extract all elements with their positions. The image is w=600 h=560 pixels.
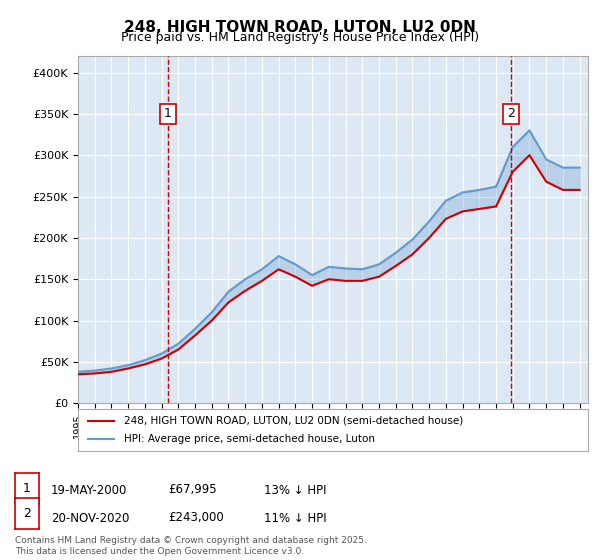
Text: 2: 2 — [507, 108, 515, 120]
Text: Price paid vs. HM Land Registry's House Price Index (HPI): Price paid vs. HM Land Registry's House … — [121, 31, 479, 44]
Text: HPI: Average price, semi-detached house, Luton: HPI: Average price, semi-detached house,… — [124, 434, 375, 444]
Text: 1: 1 — [164, 108, 172, 120]
Text: Contains HM Land Registry data © Crown copyright and database right 2025.
This d: Contains HM Land Registry data © Crown c… — [15, 536, 367, 556]
Text: 11% ↓ HPI: 11% ↓ HPI — [264, 511, 326, 525]
Text: 2: 2 — [23, 507, 31, 520]
Text: 19-MAY-2000: 19-MAY-2000 — [51, 483, 127, 497]
Text: £67,995: £67,995 — [168, 483, 217, 497]
Text: 20-NOV-2020: 20-NOV-2020 — [51, 511, 130, 525]
Text: £243,000: £243,000 — [168, 511, 224, 525]
Text: 248, HIGH TOWN ROAD, LUTON, LU2 0DN (semi-detached house): 248, HIGH TOWN ROAD, LUTON, LU2 0DN (sem… — [124, 416, 463, 426]
Text: 1: 1 — [23, 482, 31, 495]
Text: 248, HIGH TOWN ROAD, LUTON, LU2 0DN: 248, HIGH TOWN ROAD, LUTON, LU2 0DN — [124, 20, 476, 35]
Text: 13% ↓ HPI: 13% ↓ HPI — [264, 483, 326, 497]
